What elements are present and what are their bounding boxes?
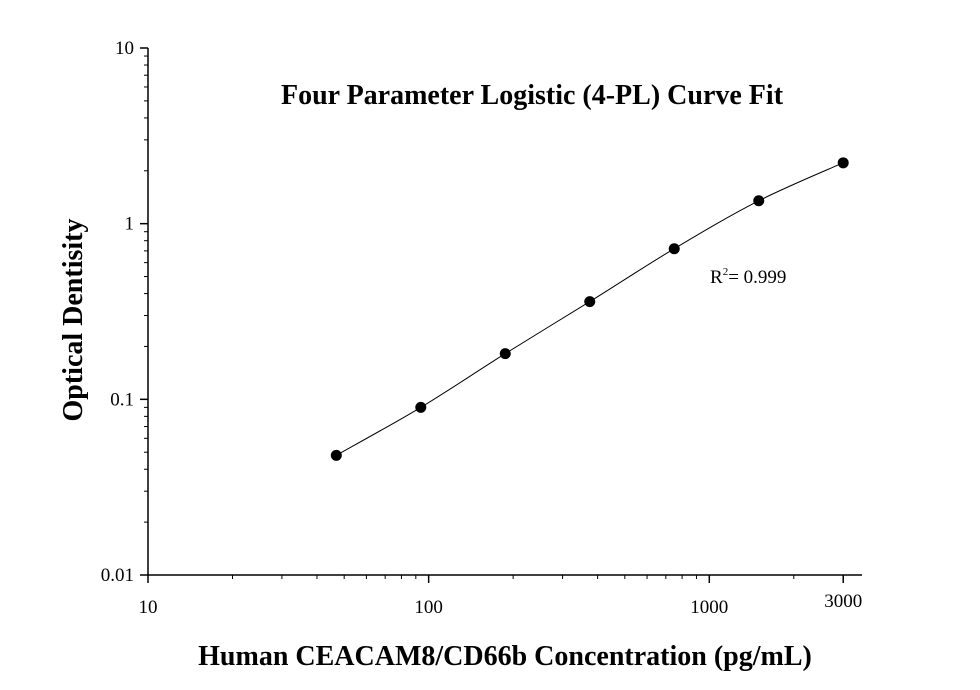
x-tick-label: 10: [139, 597, 158, 618]
axes: [147, 48, 862, 576]
data-point: [330, 449, 342, 461]
data-points: [330, 157, 849, 461]
r-squared-annotation: R2= 0.999: [710, 266, 786, 288]
x-axis-title: Human CEACAM8/CD66b Concentration (pg/mL…: [198, 641, 812, 672]
y-ticks: 0.01 0.1 1 10: [101, 38, 148, 586]
r-squared-value: = 0.999: [728, 267, 786, 288]
x-tick-label: 100: [414, 597, 443, 618]
data-point: [415, 401, 427, 413]
chart-title: Four Parameter Logistic (4-PL) Curve Fit: [281, 80, 784, 111]
y-tick-label: 1: [125, 214, 135, 235]
data-point: [499, 348, 511, 360]
data-point: [753, 195, 765, 207]
x-tick-label: 1000: [690, 597, 728, 618]
fit-curve: [336, 162, 844, 456]
data-point: [837, 157, 849, 169]
minor-ticks: [144, 55, 844, 579]
y-tick-label: 10: [115, 38, 134, 59]
x-ticks: 10 100 1000 3000: [139, 575, 862, 618]
r-superscript: 2: [723, 266, 729, 278]
y-axis-title: Optical Dentisity: [58, 219, 89, 422]
y-tick-label: 0.01: [101, 565, 134, 586]
r-symbol: R: [710, 267, 723, 288]
x-tick-label: 3000: [824, 591, 862, 612]
data-point: [668, 243, 680, 255]
y-tick-label: 0.1: [110, 389, 134, 410]
data-point: [584, 296, 596, 308]
